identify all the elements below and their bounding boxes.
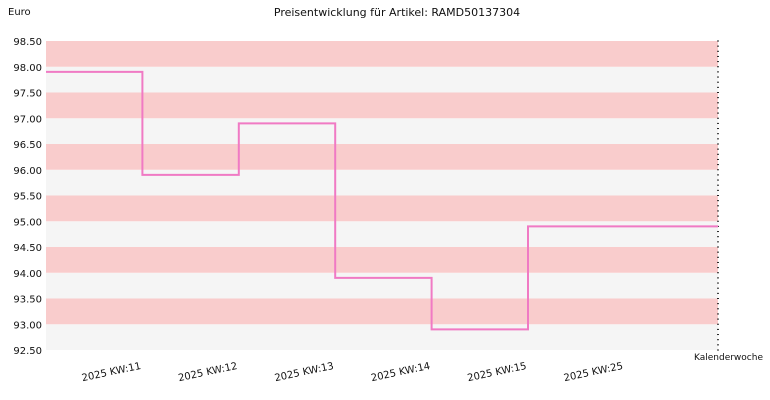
y-tick-label: 95.00 — [13, 217, 42, 228]
y-tick-label: 92.50 — [13, 346, 42, 357]
chart-title: Preisentwicklung für Artikel: RAMD501373… — [274, 6, 520, 19]
price-series-line — [46, 70, 718, 331]
x-tick-label: 2025 KW:25 — [563, 361, 624, 384]
background-band — [46, 92, 718, 119]
y-tick-label: 95.50 — [13, 192, 42, 203]
background-band — [46, 169, 718, 196]
background-band — [46, 247, 718, 273]
background-band — [46, 66, 718, 93]
background-band — [46, 41, 718, 67]
background-band — [46, 221, 718, 247]
background-band — [46, 272, 718, 299]
right-tick-marks — [717, 40, 719, 351]
x-tick-label: 2025 KW:13 — [274, 361, 335, 384]
y-axis-tick-labels: 92.50 93.00 93.50 94.00 94.50 95.00 95.50 96.00… — [13, 37, 42, 357]
y-tick-label: 96.00 — [13, 166, 42, 177]
x-tick-label: 2025 KW:12 — [177, 361, 238, 384]
y-tick-label: 97.50 — [13, 89, 42, 100]
y-tick-label: 93.00 — [13, 320, 42, 331]
y-tick-label: 93.50 — [13, 295, 42, 306]
y-tick-label: 98.50 — [13, 37, 42, 48]
x-tick-label: 2025 KW:11 — [81, 361, 142, 384]
y-tick-label: 94.50 — [13, 243, 42, 254]
x-tick-label: 2025 KW:15 — [466, 361, 527, 384]
background-band — [46, 324, 718, 350]
y-tick-label: 97.00 — [13, 114, 42, 125]
y-axis-label: Euro — [8, 7, 31, 18]
background-band — [46, 195, 718, 222]
background-band — [46, 144, 718, 170]
y-tick-label: 98.00 — [13, 63, 42, 74]
x-tick-label: 2025 KW:14 — [370, 361, 431, 384]
background-bands — [46, 41, 718, 350]
y-tick-label: 96.50 — [13, 140, 42, 151]
background-band — [46, 298, 718, 325]
x-axis-label: Kalenderwoche — [694, 353, 763, 363]
y-tick-label: 94.00 — [13, 269, 42, 280]
x-axis-tick-labels: 2025 KW:11 2025 KW:12 2025 KW:13 2025 KW:14… — [81, 361, 624, 384]
background-band — [46, 118, 718, 144]
